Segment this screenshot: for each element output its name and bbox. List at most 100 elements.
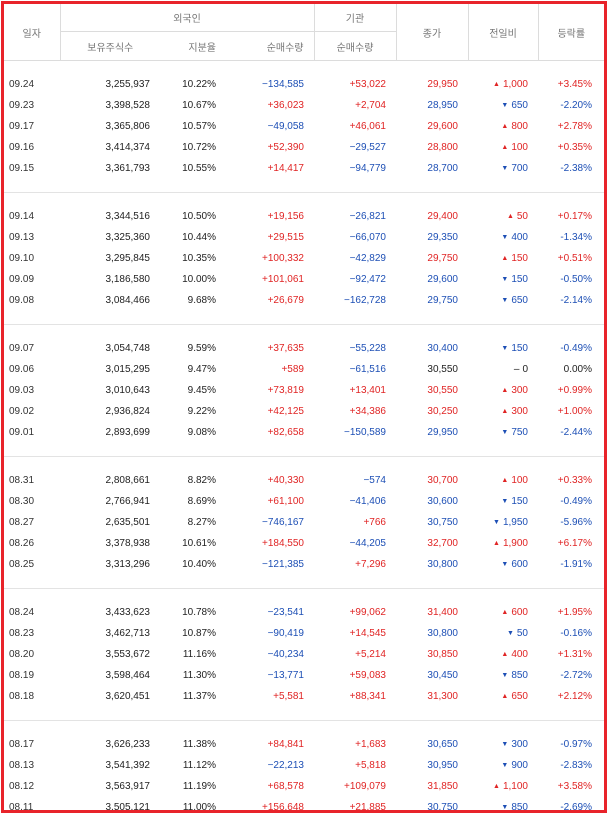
inst-net-cell: −94,779 [349, 163, 386, 174]
holdings-cell: 3,563,917 [105, 781, 151, 792]
holdings-cell: 3,186,580 [105, 274, 151, 285]
prev-diff-cell: ▼ 400 [468, 227, 538, 248]
inst-net-cell: +46,061 [349, 121, 386, 132]
prev-diff-cell: ▼ 650 [468, 95, 538, 116]
ownership-cell: 10.22% [182, 79, 216, 90]
rate-cell: +1.95% [557, 607, 592, 618]
header-holdings[interactable]: 보유주식수 [59, 31, 160, 61]
header-institution[interactable]: 기관 [313, 4, 396, 32]
foreign-net-cell: +29,515 [267, 232, 304, 243]
close-cell: 29,350 [427, 232, 458, 243]
prev-diff-value: 150 [511, 496, 528, 507]
foreign-net-cell: +42,125 [267, 406, 304, 417]
rate-cell: -1.91% [560, 559, 592, 570]
inst-net-cell: −92,472 [349, 274, 386, 285]
rate-cell: +0.33% [557, 475, 592, 486]
foreign-net-cell: −134,585 [262, 79, 304, 90]
prev-diff-cell: ▲ 1,100 [468, 776, 538, 797]
prev-diff-value: 600 [511, 559, 528, 570]
header-ownership[interactable]: 지분율 [160, 31, 226, 61]
header-prev-diff[interactable]: 전일비 [467, 4, 538, 61]
date-cell: 09.15 [9, 163, 35, 174]
foreign-net-cell: −22,213 [267, 760, 304, 771]
close-cell: 29,400 [427, 211, 458, 222]
table-row: 09.01 2,893,699 9.08% +82,658 −150,589 29,950… [4, 422, 604, 443]
prev-diff-value: 700 [511, 163, 528, 174]
header-date[interactable]: 일자 [4, 4, 60, 61]
holdings-cell: 2,635,501 [105, 517, 151, 528]
table-row: 08.18 3,620,451 11.37% +5,581 +88,341 31,300 ▲… [4, 686, 604, 707]
foreign-net-cell: +26,679 [267, 295, 304, 306]
date-cell: 09.16 [9, 142, 35, 153]
close-cell: 30,550 [427, 385, 458, 396]
prev-diff-value: 400 [511, 649, 528, 660]
date-cell: 08.30 [9, 496, 35, 507]
close-cell: 32,700 [427, 538, 458, 549]
header-foreign[interactable]: 외국인 [59, 4, 314, 32]
rate-cell: -0.16% [560, 628, 592, 639]
foreign-net-cell: −40,234 [267, 649, 304, 660]
prev-diff-value: 650 [511, 100, 528, 111]
prev-diff-value: 300 [511, 739, 528, 750]
foreign-net-cell: +5,581 [273, 691, 304, 702]
inst-net-cell: +59,083 [349, 670, 386, 681]
prev-diff-value: 0 [522, 364, 528, 375]
holdings-cell: 3,325,360 [105, 232, 151, 243]
foreign-net-cell: +68,578 [267, 781, 304, 792]
rate-cell: +0.99% [557, 385, 592, 396]
group-separator [4, 179, 604, 193]
inst-net-cell: −66,070 [349, 232, 386, 243]
header-inst-net[interactable]: 순매수량 [313, 31, 396, 61]
inst-net-cell: −41,406 [349, 496, 386, 507]
holdings-cell: 3,398,528 [105, 100, 151, 111]
table-row: 09.24 3,255,937 10.22% −134,585 +53,022 29,95… [4, 74, 604, 95]
prev-diff-cell: ▼ 600 [468, 554, 538, 575]
inst-net-cell: −55,228 [349, 343, 386, 354]
triangle-down-icon: ▼ [501, 234, 509, 241]
triangle-down-icon: ▼ [501, 561, 509, 568]
date-cell: 09.14 [9, 211, 35, 222]
ownership-cell: 10.40% [182, 559, 216, 570]
inst-net-cell: +99,062 [349, 607, 386, 618]
triangle-up-icon: ▲ [501, 477, 509, 484]
triangle-up-icon: ▲ [501, 609, 509, 616]
table-row: 09.17 3,365,806 10.57% −49,058 +46,061 29,600… [4, 116, 604, 137]
ownership-cell: 10.72% [182, 142, 216, 153]
close-cell: 28,700 [427, 163, 458, 174]
date-cell: 08.24 [9, 607, 35, 618]
foreign-net-cell: +589 [281, 364, 304, 375]
ownership-cell: 10.87% [182, 628, 216, 639]
inst-net-cell: +34,386 [349, 406, 386, 417]
triangle-down-icon: ▼ [493, 519, 500, 526]
holdings-cell: 2,808,661 [105, 475, 151, 486]
header-rate[interactable]: 등락률 [537, 4, 604, 61]
prev-diff-value: 100 [511, 475, 528, 486]
triangle-up-icon: ▲ [501, 693, 509, 700]
foreign-net-cell: +100,332 [262, 253, 304, 264]
separator-cell [4, 324, 604, 338]
ownership-cell: 10.55% [182, 163, 216, 174]
table-row: 08.20 3,553,672 11.16% −40,234 +5,214 30,850 ▲… [4, 644, 604, 665]
separator-cell [4, 192, 604, 206]
prev-diff-cell: ▼ 150 [468, 338, 538, 359]
rate-cell: -2.20% [560, 100, 592, 111]
header-close[interactable]: 종가 [395, 4, 468, 61]
close-cell: 30,750 [427, 802, 458, 813]
rate-cell: +1.00% [557, 406, 592, 417]
header-foreign-net[interactable]: 순매수량 [226, 31, 314, 61]
triangle-up-icon: ▲ [501, 387, 509, 394]
table-row: 09.08 3,084,466 9.68% +26,679 −162,728 29,750… [4, 290, 604, 311]
close-cell: 31,850 [427, 781, 458, 792]
prev-diff-value: 150 [511, 253, 528, 264]
holdings-cell: 3,620,451 [105, 691, 151, 702]
foreign-net-cell: +61,100 [267, 496, 304, 507]
prev-diff-cell: ▲ 100 [468, 470, 538, 491]
foreign-net-cell: +73,819 [267, 385, 304, 396]
prev-diff-value: 800 [511, 121, 528, 132]
prev-diff-cell: ▼ 1,950 [468, 512, 538, 533]
inst-net-cell: −29,527 [349, 142, 386, 153]
prev-diff-value: 650 [511, 691, 528, 702]
separator-cell [4, 588, 604, 602]
holdings-cell: 3,598,464 [105, 670, 151, 681]
holdings-cell: 3,344,516 [105, 211, 151, 222]
